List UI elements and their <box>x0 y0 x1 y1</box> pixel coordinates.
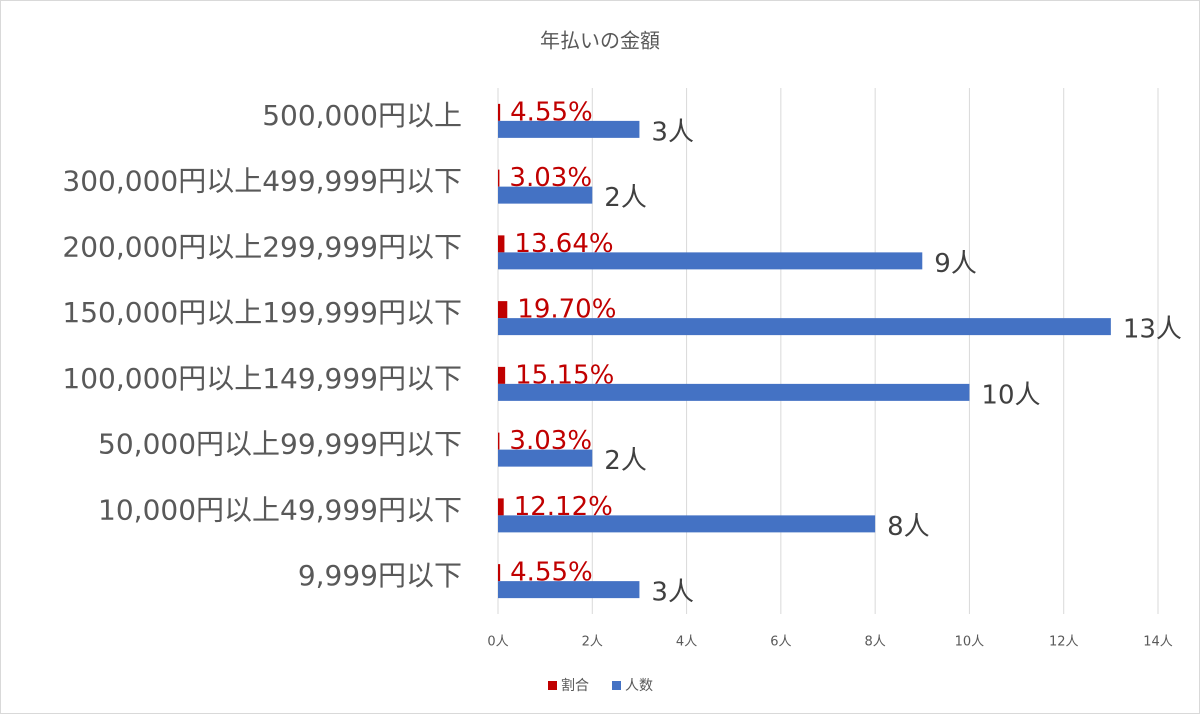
bar <box>498 515 876 533</box>
x-tick-label: 0人 <box>487 635 508 650</box>
bar <box>498 432 500 450</box>
bar <box>498 366 506 384</box>
legend-label: 人数 <box>625 678 653 694</box>
y-tick-label: 10,000円以上49,999円以下 <box>98 493 462 526</box>
data-label: 9人 <box>934 249 977 279</box>
data-label: 10人 <box>981 380 1040 410</box>
x-tick-label: 2人 <box>582 635 603 650</box>
x-tick-label: 10人 <box>955 635 985 650</box>
bar <box>498 383 970 401</box>
bar <box>498 120 640 138</box>
data-label: 8人 <box>887 512 930 542</box>
data-label: 3人 <box>651 578 694 608</box>
data-label: 13人 <box>1123 315 1182 345</box>
data-label: 3人 <box>651 117 694 147</box>
bar <box>498 564 501 582</box>
y-tick-label: 150,000円以上199,999円以下 <box>62 296 462 329</box>
y-tick-label: 300,000円以上499,999円以下 <box>62 165 462 198</box>
bar <box>498 103 501 121</box>
x-tick-label: 14人 <box>1143 635 1173 650</box>
bar <box>498 235 505 253</box>
legend-swatch <box>548 681 557 690</box>
bar <box>498 301 508 319</box>
y-tick-label: 500,000円以上 <box>262 99 462 132</box>
y-tick-label: 100,000円以上149,999円以下 <box>62 362 462 395</box>
bar <box>498 186 593 204</box>
legend-swatch <box>612 681 621 690</box>
data-label: 2人 <box>604 183 647 213</box>
legend-label: 割合 <box>561 677 589 694</box>
bar <box>498 318 1111 336</box>
y-tick-label: 200,000円以上299,999円以下 <box>62 230 462 263</box>
x-tick-label: 6人 <box>770 635 791 650</box>
chart-title: 年払いの金額 <box>540 29 660 53</box>
x-tick-label: 12人 <box>1049 635 1079 650</box>
bar <box>498 498 504 516</box>
x-tick-label: 4人 <box>676 635 697 650</box>
bar <box>498 449 593 467</box>
y-tick-label: 9,999円以下 <box>298 559 462 592</box>
y-tick-label: 50,000円以上99,999円以下 <box>98 428 462 461</box>
bar <box>498 581 640 599</box>
bar <box>498 252 923 270</box>
bar <box>498 169 500 187</box>
x-tick-label: 8人 <box>865 635 886 650</box>
data-label: 2人 <box>604 446 647 476</box>
